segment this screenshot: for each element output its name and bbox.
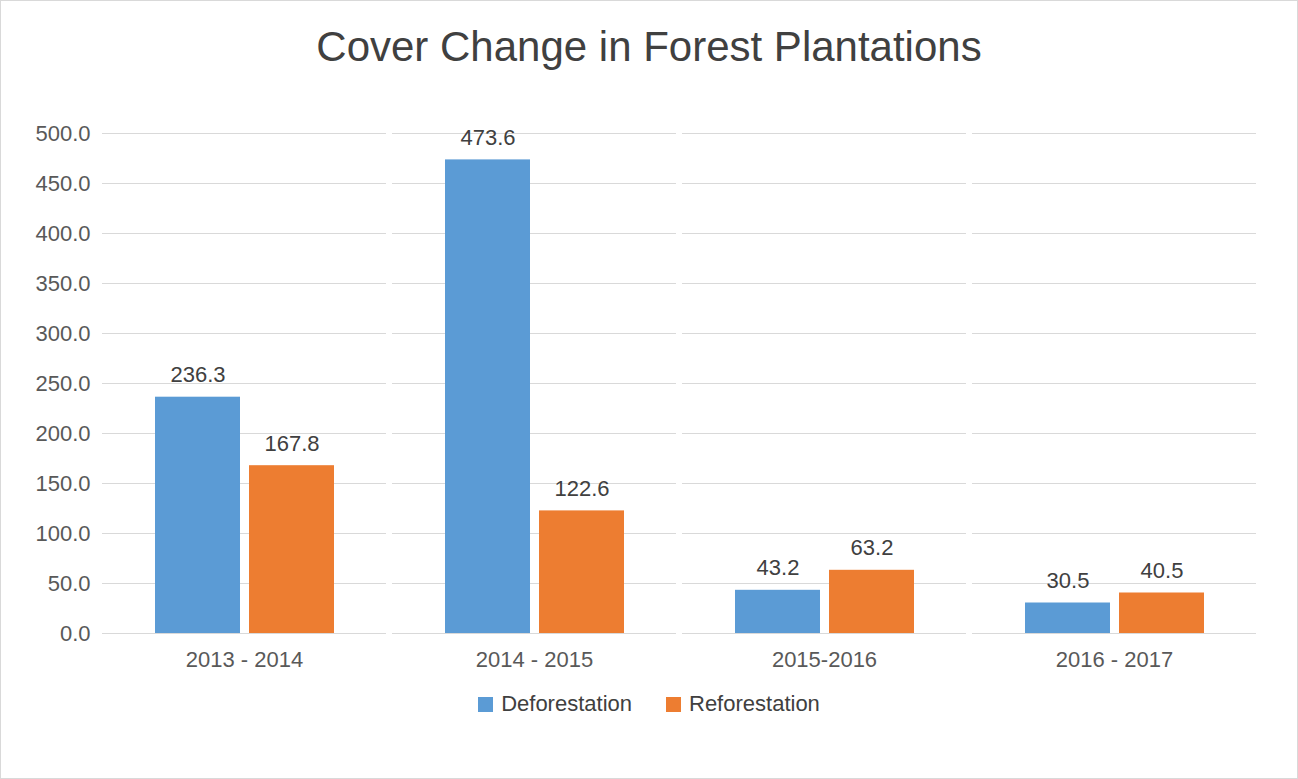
svg-text:2013 - 2014: 2013 - 2014 xyxy=(186,647,303,672)
svg-text:450.0: 450.0 xyxy=(35,171,90,196)
svg-text:300.0: 300.0 xyxy=(35,321,90,346)
svg-text:250.0: 250.0 xyxy=(35,371,90,396)
svg-text:200.0: 200.0 xyxy=(35,421,90,446)
svg-text:122.6: 122.6 xyxy=(554,476,609,501)
svg-text:0.0: 0.0 xyxy=(60,621,91,646)
svg-text:473.6: 473.6 xyxy=(460,125,515,150)
svg-text:30.5: 30.5 xyxy=(1047,568,1090,593)
svg-text:50.0: 50.0 xyxy=(48,571,91,596)
html-text:Deforestation: Deforestation xyxy=(501,691,632,716)
svg-text:150.0: 150.0 xyxy=(35,471,90,496)
svg-text:2015-2016: 2015-2016 xyxy=(772,647,877,672)
html-text:Cover Change in Forest Plantat: Cover Change in Forest Plantations xyxy=(316,23,982,70)
svg-text:63.2: 63.2 xyxy=(851,535,894,560)
svg-text:500.0: 500.0 xyxy=(35,121,90,146)
svg-text:43.2: 43.2 xyxy=(757,555,800,580)
svg-text:2014 - 2015: 2014 - 2015 xyxy=(476,647,593,672)
svg-text:350.0: 350.0 xyxy=(35,271,90,296)
svg-text:100.0: 100.0 xyxy=(35,521,90,546)
svg-text:236.3: 236.3 xyxy=(170,362,225,387)
svg-text:400.0: 400.0 xyxy=(35,221,90,246)
svg-text:2016 - 2017: 2016 - 2017 xyxy=(1056,647,1173,672)
svg-text:167.8: 167.8 xyxy=(264,431,319,456)
html-text:Reforestation: Reforestation xyxy=(689,691,820,716)
svg-text:40.5: 40.5 xyxy=(1141,558,1184,583)
